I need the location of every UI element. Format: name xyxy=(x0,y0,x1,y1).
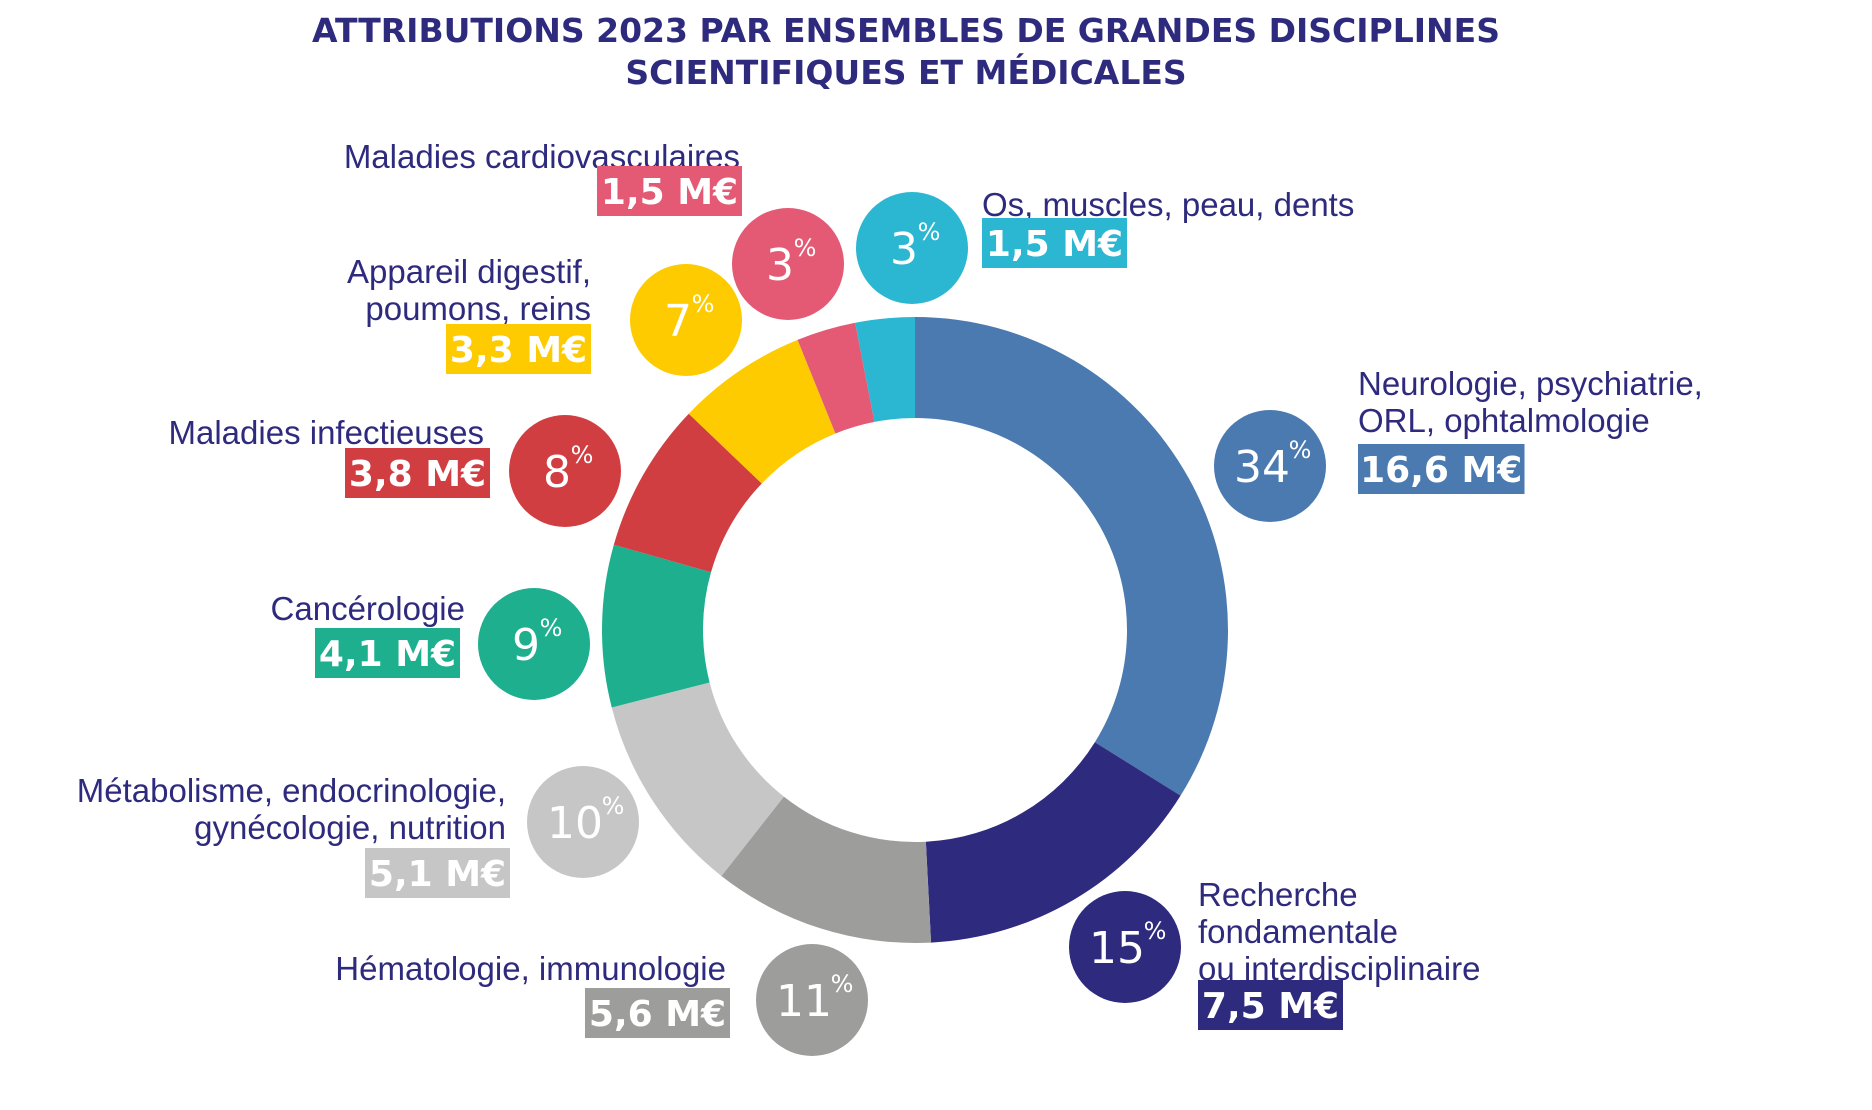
amount-value: 16,6 M€ xyxy=(1360,450,1522,491)
percent-symbol: % xyxy=(1144,917,1167,945)
percent-bubble xyxy=(527,766,639,878)
slice-1 xyxy=(925,742,1181,943)
category-label: Neurologie, psychiatrie, xyxy=(1358,365,1703,402)
percent-symbol: % xyxy=(831,970,854,998)
percent-value: 11 xyxy=(776,976,832,1027)
percent-symbol: % xyxy=(1289,436,1312,464)
category-label: ORL, ophtalmologie xyxy=(1358,402,1650,439)
amount-badge xyxy=(446,324,591,374)
category-label: Hématologie, immunologie xyxy=(335,950,726,987)
slice-6 xyxy=(688,339,836,484)
slice-4 xyxy=(602,544,712,708)
percent-bubble xyxy=(1214,410,1326,522)
percent-value: 34 xyxy=(1234,442,1290,493)
amount-badge xyxy=(982,218,1127,268)
percent-symbol: % xyxy=(692,290,715,318)
category-label: Recherche xyxy=(1198,876,1358,913)
annotation-0: 34% Neurologie, psychiatrie,ORL, ophtalmo… xyxy=(1214,365,1703,522)
amount-value: 1,5 M€ xyxy=(601,172,738,213)
amount-value: 5,1 M€ xyxy=(369,854,506,895)
amount-badge xyxy=(1358,444,1525,494)
percent-value: 10 xyxy=(547,798,603,849)
slice-8 xyxy=(855,317,915,422)
amount-value: 5,6 M€ xyxy=(589,994,726,1035)
category-label: Cancérologie xyxy=(271,590,465,627)
chart-title-line-2: SCIENTIFIQUES ET MÉDICALES xyxy=(625,52,1186,92)
slice-2 xyxy=(721,796,932,943)
category-label: fondamentale xyxy=(1198,913,1398,950)
percent-bubble xyxy=(732,208,844,320)
category-label: Os, muscles, peau, dents xyxy=(982,186,1354,223)
category-label: gynécologie, nutrition xyxy=(194,809,506,846)
percent-value: 3 xyxy=(766,240,794,291)
percent-bubble xyxy=(630,264,742,376)
category-label: Appareil digestif, xyxy=(347,253,591,290)
category-label: poumons, reins xyxy=(365,290,591,327)
percent-bubble xyxy=(756,944,868,1056)
annotation-3: 10% Métabolisme, endocrinologie,gynécolog… xyxy=(77,766,639,898)
percent-value: 8 xyxy=(543,447,571,498)
annotation-2: 11% Hématologie, immunologie 5,6 M€ xyxy=(335,944,868,1056)
category-label: Maladies infectieuses xyxy=(169,414,485,451)
amount-badge xyxy=(585,988,730,1038)
amount-badge xyxy=(365,848,510,898)
amount-badge xyxy=(1198,980,1343,1030)
percent-symbol: % xyxy=(602,792,625,820)
chart-title-line-1: ATTRIBUTIONS 2023 PAR ENSEMBLES DE GRAND… xyxy=(312,11,1500,50)
percent-value: 9 xyxy=(512,620,540,671)
slice-3 xyxy=(611,682,784,876)
percent-bubble xyxy=(509,415,621,527)
percent-bubble xyxy=(1069,891,1181,1003)
amount-badge xyxy=(597,166,742,216)
annotation-4: 9 % Cancérologie 4,1 M€ xyxy=(271,588,590,700)
amount-badge xyxy=(315,628,460,678)
percent-symbol: % xyxy=(794,234,817,262)
percent-symbol: % xyxy=(540,614,563,642)
amount-value: 7,5 M€ xyxy=(1202,986,1339,1027)
amount-value: 1,5 M€ xyxy=(986,224,1123,265)
percent-value: 3 xyxy=(890,224,918,275)
category-label: Métabolisme, endocrinologie, xyxy=(77,772,506,809)
donut-slices xyxy=(602,317,1229,943)
amount-value: 4,1 M€ xyxy=(319,634,456,675)
percent-value: 7 xyxy=(664,296,692,347)
amount-value: 3,3 M€ xyxy=(450,330,587,371)
percent-value: 15 xyxy=(1089,923,1145,974)
percent-symbol: % xyxy=(918,218,941,246)
amount-value: 3,8 M€ xyxy=(349,454,486,495)
slice-5 xyxy=(613,413,762,573)
percent-bubble xyxy=(478,588,590,700)
slice-annotations: 34% Neurologie, psychiatrie,ORL, ophtalmo… xyxy=(77,138,1703,1056)
slice-0 xyxy=(915,317,1229,796)
amount-badge xyxy=(345,448,490,498)
percent-bubble xyxy=(856,192,968,304)
percent-symbol: % xyxy=(571,441,594,469)
slice-7 xyxy=(797,322,875,434)
